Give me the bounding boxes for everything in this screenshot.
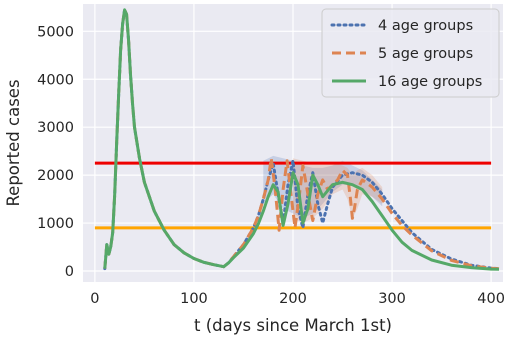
y-tick-label: 1000	[37, 216, 74, 232]
series-line-4-age-groups	[103, 8, 501, 271]
x-tick-label: 300	[378, 291, 406, 307]
legend-box	[321, 8, 500, 98]
series-lines	[103, 8, 501, 271]
x-tick-label: 200	[279, 291, 307, 307]
x-tick-label: 400	[477, 291, 505, 307]
y-tick-label: 0	[65, 264, 74, 280]
series-line-16-age-groups	[103, 8, 500, 271]
legend-label: 16 age groups	[378, 74, 482, 90]
x-axis-label: t (days since March 1st)	[194, 316, 392, 335]
y-tick-label: 4000	[37, 72, 74, 88]
y-tick-label: 2000	[37, 168, 74, 184]
legend: 4 age groups 5 age groups 16 age groups	[321, 8, 500, 98]
x-tick-label: 0	[90, 291, 99, 307]
x-tick-labels: 0 100 200 300 400	[90, 291, 505, 307]
y-axis-label: Reported cases	[4, 79, 23, 206]
y-tick-label: 5000	[37, 24, 74, 40]
y-tick-labels: 0 1000 2000 3000 4000 5000	[37, 24, 74, 280]
y-tick-label: 3000	[37, 120, 74, 136]
x-tick-label: 100	[180, 291, 208, 307]
legend-label: 4 age groups	[378, 18, 473, 34]
legend-label: 5 age groups	[378, 46, 473, 62]
